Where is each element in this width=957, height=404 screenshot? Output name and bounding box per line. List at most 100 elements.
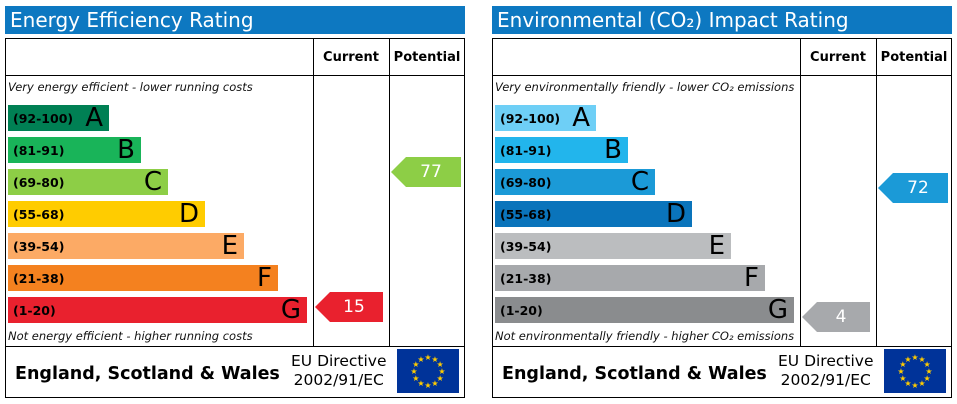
column-header-current: Current	[810, 50, 866, 65]
current-rating-arrow-shape	[802, 302, 870, 332]
svg-text:★: ★	[904, 379, 911, 388]
band-range: (21-38)	[500, 271, 552, 286]
rating-band-a: (92-100) A	[495, 103, 596, 133]
rating-band-b: (81-91) B	[495, 135, 628, 165]
band-range: (39-54)	[13, 239, 65, 254]
band-letter: D	[665, 199, 686, 229]
svg-text:★: ★	[437, 374, 444, 383]
svg-text:★: ★	[924, 374, 931, 383]
eu-directive-line1: EU Directive	[291, 352, 387, 370]
eu-directive-line2: 2002/91/EC	[293, 371, 384, 389]
band-range: (39-54)	[500, 239, 552, 254]
band-letter: C	[143, 167, 162, 197]
rating-band-f: (21-38) F	[8, 263, 278, 293]
band-letter: B	[117, 135, 135, 165]
rating-band-c: (69-80) C	[8, 167, 168, 197]
band-range: (69-80)	[500, 175, 552, 190]
band-letter: A	[572, 103, 590, 133]
svg-text:★: ★	[899, 360, 906, 369]
svg-text:★: ★	[438, 367, 445, 376]
svg-text:★: ★	[918, 355, 925, 364]
top-note: Very environmentally friendly - lower CO…	[495, 80, 795, 94]
current-rating-arrow: 4	[802, 302, 870, 332]
svg-text:★: ★	[410, 367, 417, 376]
svg-text:★: ★	[431, 355, 438, 364]
band-letter: C	[630, 167, 649, 197]
eu-flag-icon: ★ ★ ★ ★ ★ ★ ★ ★ ★ ★ ★ ★	[884, 349, 946, 393]
potential-rating-arrow-shape	[391, 157, 461, 187]
chart-title: Environmental (CO₂) Impact Rating	[492, 6, 952, 34]
column-divider	[389, 38, 390, 346]
chart-frame	[492, 38, 952, 398]
rating-band-e: (39-54) E	[8, 231, 244, 261]
rating-band-b: (81-91) B	[8, 135, 141, 165]
eu-flag-icon: ★ ★ ★ ★ ★ ★ ★ ★ ★ ★ ★ ★	[397, 349, 459, 393]
column-header-potential: Potential	[880, 50, 948, 65]
svg-text:★: ★	[412, 360, 419, 369]
svg-text:★: ★	[904, 355, 911, 364]
eu-directive: EU Directive 2002/91/EC	[291, 352, 387, 390]
region-label: England, Scotland & Wales	[15, 364, 280, 384]
band-range: (81-91)	[13, 143, 65, 158]
header-divider	[5, 75, 465, 76]
svg-text:★: ★	[918, 379, 925, 388]
band-range: (92-100)	[500, 111, 561, 126]
footer-divider	[492, 346, 952, 347]
band-letter: A	[85, 103, 103, 133]
column-divider	[313, 38, 314, 346]
svg-text:★: ★	[424, 381, 431, 390]
rating-band-d: (55-68) D	[495, 199, 692, 229]
svg-text:★: ★	[911, 381, 918, 390]
band-range: (69-80)	[13, 175, 65, 190]
bottom-note: Not energy efficient - higher running co…	[8, 329, 253, 343]
band-range: (55-68)	[500, 207, 552, 222]
top-note: Very energy efficient - lower running co…	[8, 80, 253, 94]
bottom-note: Not environmentally friendly - higher CO…	[495, 329, 795, 343]
potential-rating-arrow-value: 77	[420, 162, 442, 182]
eu-directive: EU Directive 2002/91/EC	[778, 352, 874, 390]
rating-band-g: (1-20) G	[495, 295, 794, 325]
band-letter: G	[767, 295, 788, 325]
band-letter: E	[708, 231, 725, 261]
potential-rating-arrow: 77	[391, 157, 461, 187]
svg-text:★: ★	[431, 379, 438, 388]
chart-title: Energy Efficiency Rating	[5, 6, 465, 34]
current-rating-arrow: 15	[315, 292, 383, 322]
region-label: England, Scotland & Wales	[502, 364, 767, 384]
svg-text:★: ★	[897, 367, 904, 376]
chart-frame	[5, 38, 465, 398]
rating-band-e: (39-54) E	[495, 231, 731, 261]
column-divider	[800, 38, 801, 346]
rating-band-f: (21-38) F	[495, 263, 765, 293]
column-header-current: Current	[323, 50, 379, 65]
column-header-potential: Potential	[393, 50, 461, 65]
header-divider	[492, 75, 952, 76]
rating-band-d: (55-68) D	[8, 199, 205, 229]
band-range: (21-38)	[13, 271, 65, 286]
potential-rating-arrow: 72	[878, 173, 948, 203]
chart-title-text: Environmental (CO₂) Impact Rating	[497, 8, 849, 32]
band-letter: E	[221, 231, 238, 261]
band-letter: G	[280, 295, 301, 325]
band-range: (81-91)	[500, 143, 552, 158]
rating-band-c: (69-80) C	[495, 167, 655, 197]
current-rating-arrow-value: 15	[343, 297, 365, 317]
svg-text:★: ★	[924, 360, 931, 369]
column-divider	[876, 38, 877, 346]
environmental-impact-panel: Environmental (CO₂) Impact Rating Current…	[492, 6, 952, 398]
svg-text:★: ★	[417, 379, 424, 388]
band-range: (92-100)	[13, 111, 74, 126]
svg-text:★: ★	[437, 360, 444, 369]
svg-text:★: ★	[911, 353, 918, 362]
band-letter: D	[178, 199, 199, 229]
svg-text:★: ★	[417, 355, 424, 364]
svg-text:★: ★	[925, 367, 932, 376]
band-range: (1-20)	[13, 303, 56, 318]
potential-rating-arrow-shape	[878, 173, 948, 203]
svg-text:★: ★	[424, 353, 431, 362]
band-letter: F	[744, 263, 759, 293]
band-letter: F	[257, 263, 272, 293]
rating-band-g: (1-20) G	[8, 295, 307, 325]
band-range: (55-68)	[13, 207, 65, 222]
eu-directive-line2: 2002/91/EC	[780, 371, 871, 389]
